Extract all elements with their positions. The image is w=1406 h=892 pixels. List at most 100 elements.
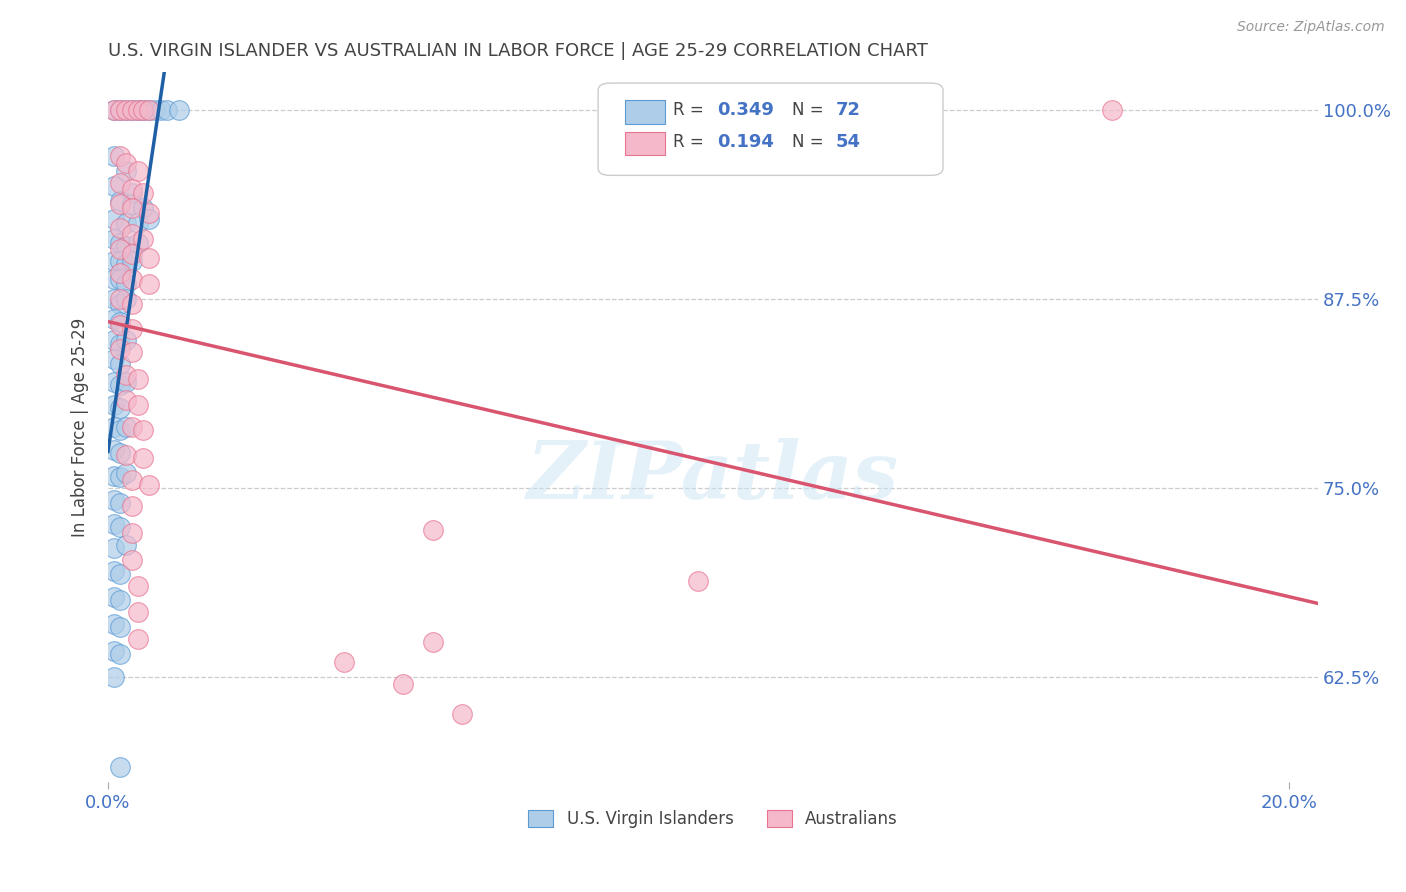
Point (138, 103, 160, 118)
Point (108, 148, 131, 162)
Point (108, 296, 131, 310)
Point (132, 450, 155, 465)
Point (108, 272, 131, 286)
Point (114, 257, 136, 271)
Point (103, 292, 125, 306)
Point (103, 420, 125, 434)
Text: ZIPatlas: ZIPatlas (527, 438, 898, 516)
Point (114, 393, 136, 408)
Text: N =: N = (792, 133, 824, 151)
Point (688, 574, 710, 589)
Point (422, 635, 444, 649)
Point (121, 296, 143, 310)
Point (108, 315, 131, 329)
Point (138, 277, 160, 291)
Point (127, 236, 149, 251)
Point (103, 590, 125, 604)
Point (108, 176, 131, 190)
Point (132, 103, 155, 118)
Point (108, 194, 131, 208)
Point (127, 398, 149, 412)
Point (103, 670, 125, 684)
Point (103, 541, 125, 556)
Point (103, 103, 125, 118)
Point (138, 477, 160, 491)
Point (451, 707, 474, 722)
Point (121, 202, 143, 216)
Point (103, 644, 125, 658)
Point (121, 344, 143, 359)
Point (114, 333, 136, 347)
Point (108, 424, 131, 438)
Point (103, 375, 125, 389)
Point (114, 103, 136, 118)
Point (127, 103, 149, 118)
Point (108, 197, 131, 211)
FancyBboxPatch shape (624, 100, 665, 123)
Point (114, 103, 136, 118)
Point (127, 103, 149, 118)
Point (150, 103, 173, 118)
Point (138, 103, 160, 118)
Point (127, 163, 149, 178)
Text: 0.194: 0.194 (717, 133, 773, 151)
Point (121, 272, 143, 286)
Point (108, 496, 131, 510)
Point (121, 526, 143, 541)
Point (108, 254, 131, 268)
Point (127, 217, 149, 231)
Point (108, 221, 131, 235)
Text: 0.349: 0.349 (717, 101, 773, 119)
Point (138, 251, 160, 265)
Text: R =: R = (673, 133, 704, 151)
FancyBboxPatch shape (624, 132, 665, 155)
Point (114, 368, 136, 382)
Point (121, 182, 143, 196)
Point (103, 398, 125, 412)
Point (121, 227, 143, 241)
Point (108, 620, 131, 634)
Point (138, 206, 160, 220)
Point (108, 236, 131, 251)
Point (121, 197, 143, 211)
Point (114, 375, 136, 389)
Point (108, 470, 131, 484)
Point (103, 468, 125, 483)
Point (108, 760, 131, 774)
Point (103, 616, 125, 631)
Point (121, 553, 143, 567)
Point (333, 655, 356, 669)
Point (114, 277, 136, 291)
Point (103, 231, 125, 245)
FancyBboxPatch shape (598, 83, 943, 176)
Point (127, 605, 149, 619)
Point (108, 357, 131, 371)
Point (114, 217, 136, 231)
Point (114, 448, 136, 462)
Point (103, 148, 125, 162)
Point (103, 564, 125, 578)
Point (167, 103, 190, 118)
Point (121, 103, 143, 118)
Point (108, 592, 131, 607)
Point (108, 103, 131, 118)
Point (143, 103, 166, 118)
Point (108, 520, 131, 534)
Point (108, 401, 131, 415)
Point (114, 420, 136, 434)
Point (103, 517, 125, 532)
Point (422, 523, 444, 537)
Point (103, 311, 125, 326)
Point (108, 292, 131, 306)
Point (108, 318, 131, 332)
Point (114, 538, 136, 552)
Point (121, 499, 143, 513)
Point (108, 378, 131, 392)
Text: 54: 54 (835, 133, 860, 151)
Point (121, 186, 143, 201)
Point (114, 239, 136, 253)
Point (132, 231, 155, 245)
Point (103, 103, 125, 118)
Point (132, 424, 155, 438)
Point (138, 211, 160, 226)
